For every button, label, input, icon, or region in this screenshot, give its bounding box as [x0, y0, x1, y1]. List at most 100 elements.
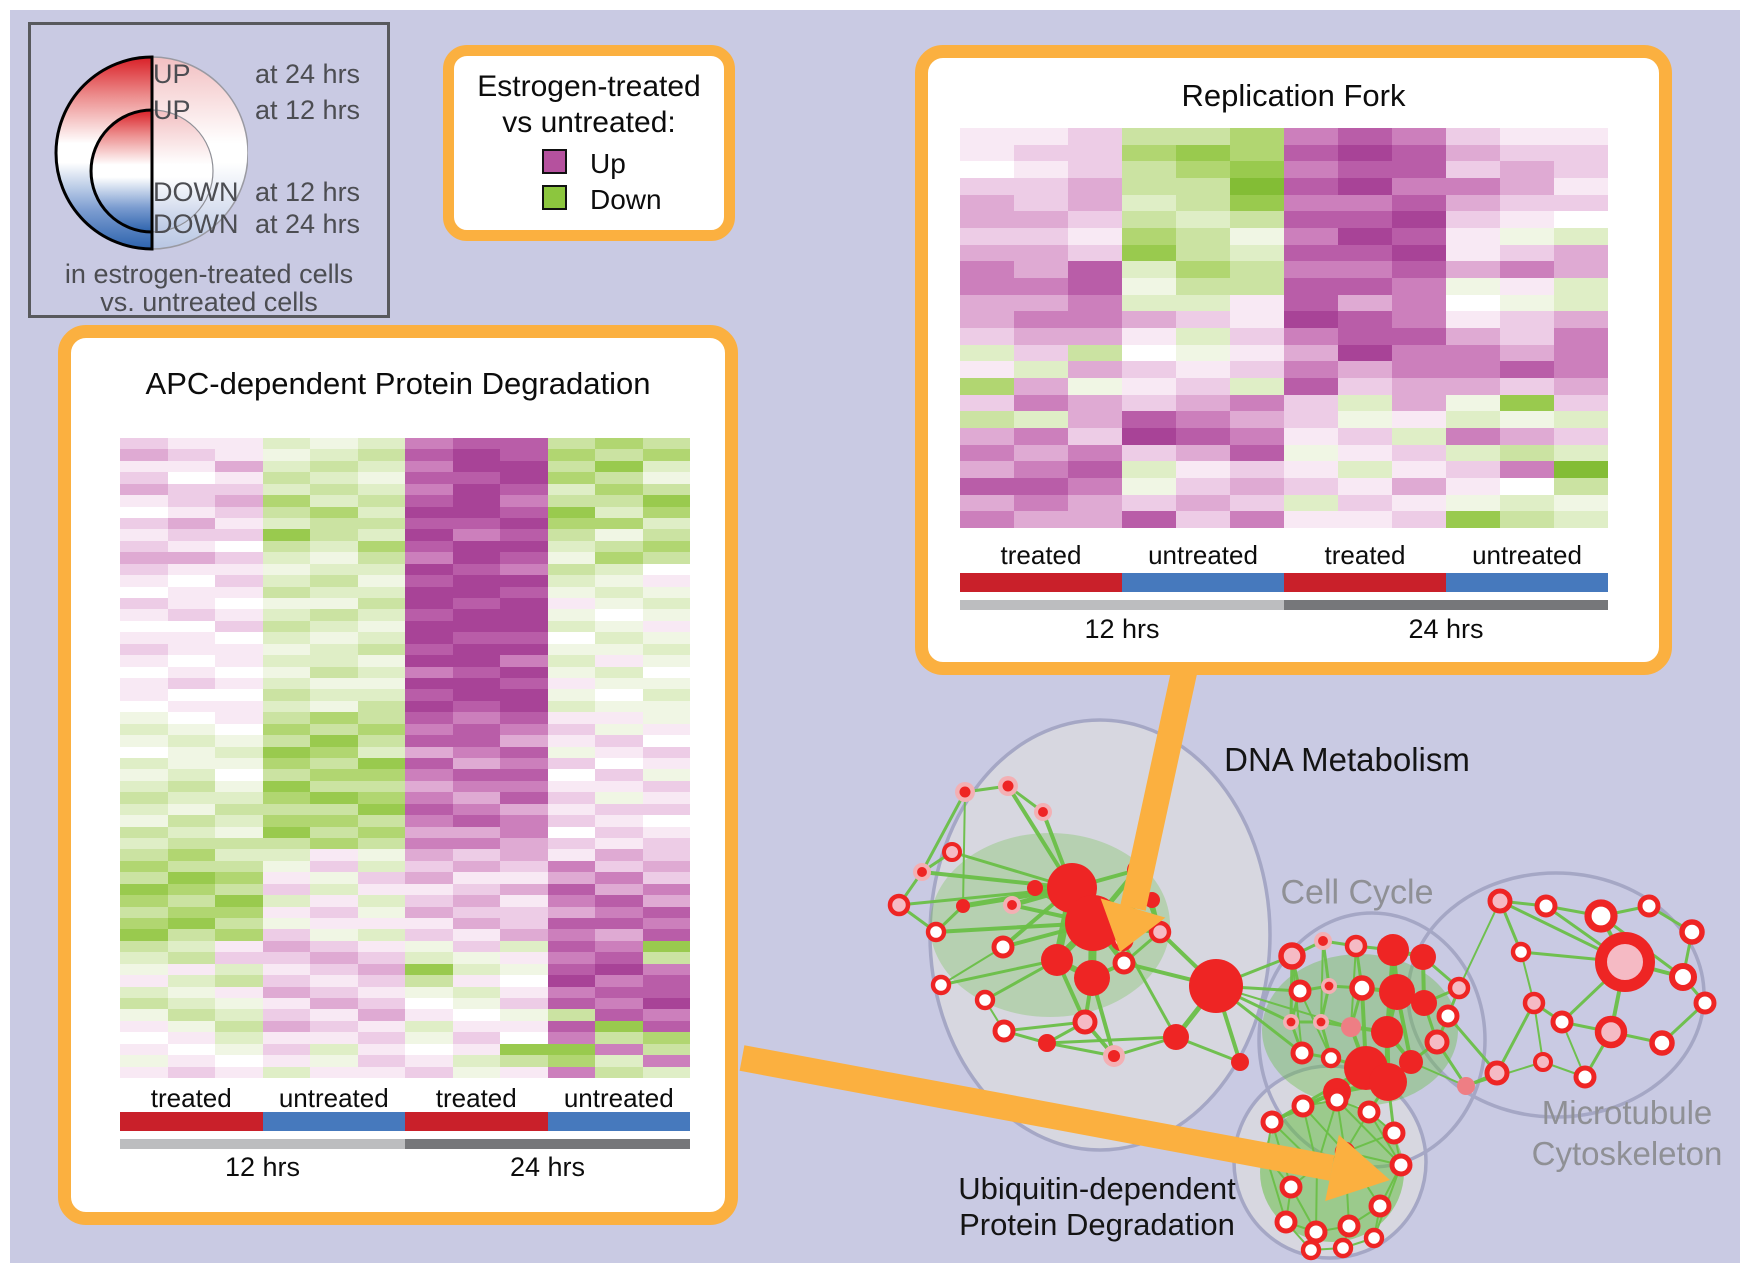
heatmap-cell [262, 438, 310, 450]
heatmap-cell [1446, 311, 1500, 328]
heatmap-cell [167, 815, 215, 827]
heatmap-cell [310, 449, 358, 461]
heatmap-cell [310, 609, 358, 621]
heatmap-cell [642, 849, 690, 861]
heatmap-cell [642, 860, 690, 873]
heatmap-cell [310, 826, 358, 838]
heatmap-cell [500, 655, 548, 667]
heatmap-cell [595, 643, 643, 656]
heatmap-cell [262, 495, 310, 507]
heatmap-cell [500, 723, 548, 736]
heatmap-cell [167, 1020, 215, 1033]
heatmap-cell [1230, 294, 1284, 312]
heatmap-cell [547, 769, 595, 781]
heatmap-cell [547, 895, 595, 907]
heatmap-cell [215, 998, 263, 1010]
heatmap-cell [642, 655, 690, 667]
heatmap-cell [452, 735, 500, 747]
heatmap-cell [642, 792, 690, 804]
heatmap-cell [1122, 311, 1176, 328]
heatmap-cell [1554, 194, 1608, 212]
heatmap-cell [1014, 161, 1068, 178]
heatmap-cell [1176, 344, 1230, 362]
heatmap-cell [357, 803, 405, 816]
heatmap-cell [642, 620, 690, 633]
heatmap-cell [310, 655, 358, 667]
heatmap-cell [357, 929, 405, 941]
heatmap-cell [642, 529, 690, 541]
heatmap-cell [1284, 411, 1338, 428]
heatmap-cell [120, 483, 168, 496]
heatmap-cell [452, 895, 500, 907]
heatmap-cell [595, 815, 643, 827]
annotation-arrow-head [1100, 898, 1166, 952]
network-node [1278, 942, 1306, 970]
heatmap-cell [547, 998, 595, 1010]
heatmap-cell [120, 940, 168, 953]
heatmap-cell [262, 826, 310, 838]
up-color-swatch [542, 149, 567, 174]
heatmap-cell [215, 643, 263, 656]
heatmap-cell [120, 712, 168, 724]
heatmap-cell [120, 849, 168, 861]
heatmap-cell [500, 963, 548, 976]
heatmap-cell [357, 975, 405, 987]
network-edge [1495, 1001, 1536, 1075]
heatmap-cell [1068, 344, 1122, 362]
heatmap-cell [1068, 461, 1122, 478]
heatmap-cell [547, 815, 595, 827]
heatmap-cell [500, 620, 548, 633]
network-node [1371, 1016, 1403, 1048]
heatmap-cell [357, 723, 405, 736]
heatmap-cell [1122, 294, 1176, 312]
heatmap-cell [405, 540, 453, 553]
heatmap-cell [357, 735, 405, 747]
heatmap-cell [357, 998, 405, 1010]
network-node [1300, 1239, 1322, 1261]
heatmap-cell [1230, 511, 1284, 528]
heatmap-cell [1176, 477, 1230, 495]
heatmap-cell [1284, 211, 1338, 228]
heatmap-cell [547, 746, 595, 758]
heatmap-cell [1230, 494, 1284, 512]
heatmap-cell [405, 883, 453, 896]
network-edge [920, 790, 967, 874]
heatmap-cell [1284, 311, 1338, 328]
network-node [1291, 1094, 1315, 1118]
heatmap-cell [215, 552, 263, 564]
heatmap-cell [357, 460, 405, 473]
heatmap-cell [120, 758, 168, 770]
treated-bar [120, 1112, 263, 1131]
heatmap-cell [1014, 427, 1068, 445]
heatmap-cell [167, 438, 215, 450]
network-node [1357, 1100, 1381, 1124]
ring-dir-label: DOWN [153, 177, 239, 207]
heatmap-cell [595, 449, 643, 461]
heatmap-cell [405, 1020, 453, 1033]
heatmap-cell [642, 643, 690, 656]
heatmap-cell [215, 495, 263, 507]
heatmap-cell [1176, 261, 1230, 278]
time-label: 12 hrs [224, 1152, 301, 1182]
heatmap-cell [405, 518, 453, 530]
heatmap-cell [167, 563, 215, 576]
heatmap-cell [310, 815, 358, 827]
heatmap-cell [405, 483, 453, 496]
heatmap-cell [1554, 377, 1608, 395]
heatmap-cell [1554, 361, 1608, 378]
heatmap-cell [262, 598, 310, 610]
heatmap-cell [1014, 477, 1068, 495]
heatmap-cell [357, 518, 405, 530]
heatmap-cell [1446, 394, 1500, 412]
heatmap-cell [1338, 477, 1392, 495]
heatmap-cell [500, 975, 548, 987]
heatmap-cell [642, 712, 690, 724]
time-bar-12hrs [120, 1139, 405, 1149]
heatmap-cell [262, 758, 310, 770]
microtubule-cytoskeleton-label: Microtubule Cytoskeleton [1532, 1092, 1723, 1174]
legend-item-down: Down [454, 184, 724, 215]
heatmap-cell [310, 483, 358, 496]
heatmap-cell [120, 666, 168, 678]
heatmap-cell [642, 803, 690, 816]
network-node [1027, 880, 1043, 896]
